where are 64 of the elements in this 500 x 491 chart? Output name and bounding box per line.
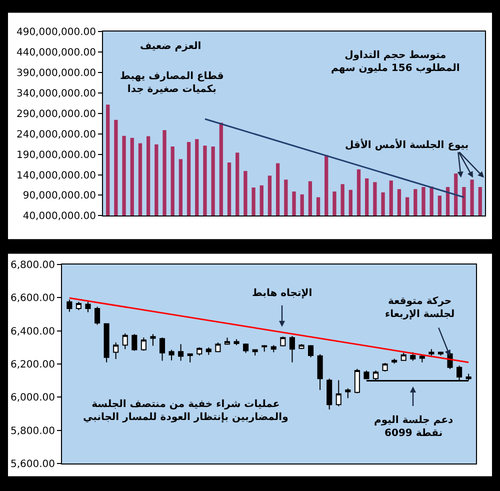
- candlestick: [76, 301, 82, 311]
- candlestick: [122, 332, 128, 350]
- candlestick: [419, 354, 425, 363]
- y-tick-label: 490,000,000.00: [16, 26, 96, 38]
- candlestick: [308, 344, 314, 358]
- candlestick: [336, 380, 342, 407]
- candlestick: [187, 353, 193, 363]
- candlestick: [392, 358, 398, 364]
- candlestick: [354, 368, 360, 394]
- candlestick: [159, 336, 166, 362]
- y-tick-label: 6,600.00: [10, 293, 55, 304]
- y-tick-label: 440,000,000.00: [16, 47, 96, 58]
- candlestick: [289, 335, 295, 363]
- y-tick-label: 5,600.00: [10, 459, 55, 470]
- candlestick: [104, 323, 110, 363]
- candlestick: [140, 336, 146, 352]
- candlestick: [196, 346, 202, 356]
- y-tick-label: 90,000,000.00: [22, 190, 96, 202]
- candlestick: [113, 342, 119, 360]
- candlestick: [224, 337, 230, 346]
- candlestick: [262, 344, 268, 352]
- candlestick: [317, 354, 323, 391]
- y-tick-label: 6,000.00: [10, 392, 55, 404]
- candlestick: [438, 351, 444, 356]
- candlestick: [326, 378, 332, 410]
- candlestick: [280, 336, 286, 347]
- annotation: العزم ضعيف: [140, 41, 202, 52]
- candlestick: [252, 348, 258, 356]
- candlestick: [410, 352, 416, 362]
- candlestick: [150, 334, 156, 346]
- y-tick-label: 40,000,000.00: [22, 211, 96, 222]
- y-tick-label: 240,000,000.00: [16, 129, 96, 140]
- candlestick: [168, 349, 174, 361]
- candlestick: [382, 362, 388, 372]
- y-tick-label: 6,200.00: [10, 360, 55, 371]
- annotation: عمليات شراء خفية من منتصف الجلسة والمضاربين بإنتظار العودة للمسار الجانبي: [83, 399, 288, 423]
- y-tick-label: 390,000,000.00: [16, 68, 96, 79]
- y-tick-label: 190,000,000.00: [16, 150, 96, 161]
- candlestick: [132, 334, 138, 352]
- candlestick: [428, 348, 434, 356]
- candlestick: [215, 342, 221, 353]
- candlestick: [206, 346, 212, 356]
- annotation: متوسط حجم التداول المطلوب 156 مليون سهم: [331, 50, 460, 74]
- annotation: الإتجاه هابط: [252, 288, 312, 299]
- candlestick: [178, 344, 184, 362]
- y-tick-label: 140,000,000.00: [16, 170, 96, 182]
- y-tick-label: 6,400.00: [10, 326, 55, 338]
- candlestick: [234, 338, 240, 346]
- candlestick: [94, 306, 100, 326]
- y-tick-label: 290,000,000.00: [16, 108, 96, 120]
- candlestick: [66, 299, 72, 312]
- annotation: حركة متوقعة لجلسة الإربعاء: [385, 296, 455, 320]
- candlestick: [243, 342, 249, 354]
- candlestick: [400, 352, 406, 362]
- candlestick: [85, 301, 91, 313]
- annotation: بيوع الجلسة الأمس الأقل: [345, 138, 469, 151]
- candlestick: [270, 344, 276, 353]
- y-tick-label: 6,800.00: [10, 260, 55, 271]
- candlestick: [345, 388, 351, 399]
- annotation: دعم جلسة اليوم 6099 نقطة: [374, 415, 454, 439]
- y-tick-label: 5,800.00: [10, 426, 55, 437]
- y-tick-label: 340,000,000.00: [16, 88, 96, 100]
- annotation: قطاع المصارف يهبط بكميات صغيرة جدا: [120, 71, 224, 95]
- candlestick: [298, 344, 304, 350]
